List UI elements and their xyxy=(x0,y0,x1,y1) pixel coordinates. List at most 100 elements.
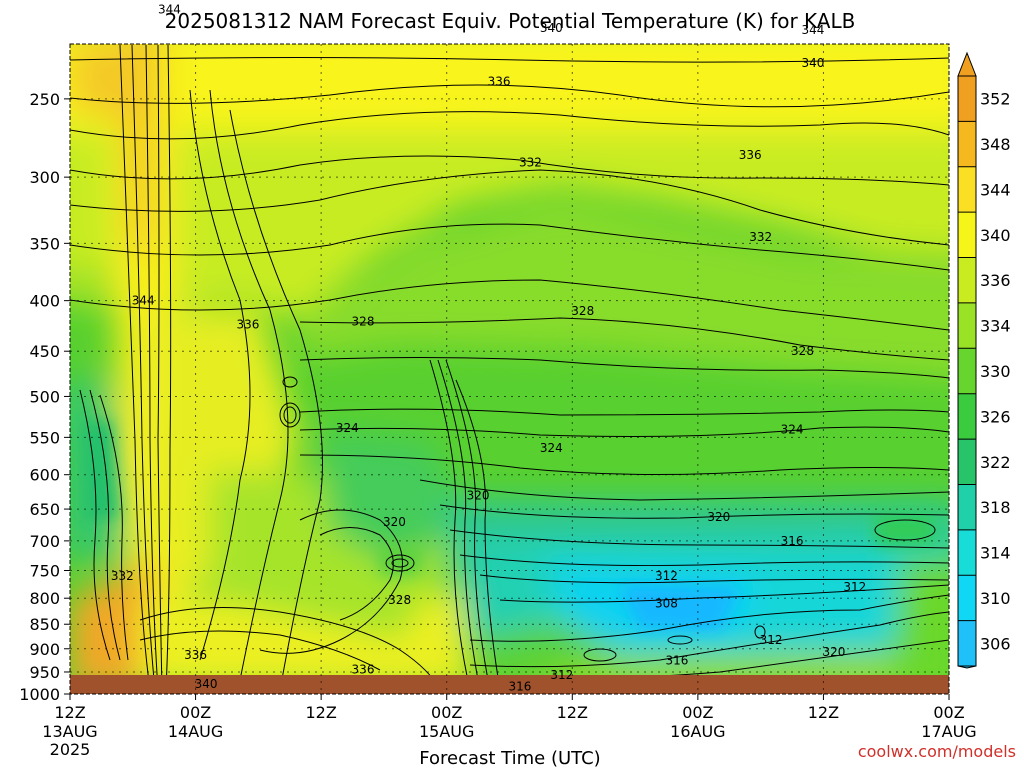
contour-label: 340 xyxy=(195,677,218,691)
y-tick-label: 750 xyxy=(29,562,60,581)
y-tick-label: 800 xyxy=(29,589,60,608)
contour-label: 336 xyxy=(488,74,511,88)
contour-label: 316 xyxy=(509,680,532,694)
y-tick-label: 1000 xyxy=(19,685,60,704)
x-tick-label: 12Z xyxy=(557,703,588,722)
colorbar-bottom-arrow xyxy=(957,665,977,669)
contour-label: 324 xyxy=(781,422,804,436)
credit-text: coolwx.com/models xyxy=(858,742,1016,761)
x-tick-label: 00Z xyxy=(933,703,964,722)
x-tick-label: 12Z xyxy=(305,703,336,722)
colorbar-label: 330 xyxy=(980,362,1011,381)
plot-frame xyxy=(69,43,950,695)
colorbar-swatch xyxy=(958,212,976,259)
colorbar-label: 344 xyxy=(980,180,1011,199)
y-tick-label: 700 xyxy=(29,532,60,551)
y-tick-label: 650 xyxy=(29,500,60,519)
y-tick-label: 450 xyxy=(29,342,60,361)
contour-label: 332 xyxy=(749,230,772,244)
colorbar-label: 310 xyxy=(980,589,1011,608)
colorbar-swatch xyxy=(958,484,976,531)
colorbar-label: 336 xyxy=(980,271,1011,290)
y-tick-label: 600 xyxy=(29,466,60,485)
x-tick-date: 17AUG xyxy=(921,722,976,741)
y-tick-label: 400 xyxy=(29,292,60,311)
contour-label: 344 xyxy=(802,23,825,37)
contour-label: 324 xyxy=(540,441,563,455)
contour-label: 336 xyxy=(739,148,762,162)
y-tick-label: 950 xyxy=(29,663,60,682)
y-tick-label: 850 xyxy=(29,615,60,634)
x-axis-title: Forecast Time (UTC) xyxy=(419,748,600,768)
x-tick-label: 00Z xyxy=(431,703,462,722)
contour-label: 312 xyxy=(760,633,783,647)
ground-strip xyxy=(70,675,949,694)
colorbar-label: 352 xyxy=(980,90,1011,109)
y-tick-label: 500 xyxy=(29,387,60,406)
colorbar-swatch xyxy=(958,257,976,304)
contour-label-layer: 344 340 344 340 336 336 332 332 344 336 328 328 328 3… xyxy=(111,2,866,694)
colorbar-label: 326 xyxy=(980,407,1011,426)
x-tick-date: 15AUG xyxy=(419,722,474,741)
contour-label: 312 xyxy=(550,668,573,682)
colorbar-swatch xyxy=(958,393,976,440)
contour-label: 312 xyxy=(655,569,678,583)
colorbar-label: 348 xyxy=(980,135,1011,154)
contour-label: 316 xyxy=(665,654,688,668)
x-tick-label: 00Z xyxy=(682,703,713,722)
colorbar-swatch xyxy=(958,121,976,168)
colorbar-swatch xyxy=(958,302,976,349)
colorbar-label: 318 xyxy=(980,498,1011,517)
colorbar-swatch xyxy=(958,439,976,485)
y-tick-label: 250 xyxy=(29,90,60,109)
colorbar-swatch xyxy=(958,575,976,622)
contour-label: 328 xyxy=(571,304,594,318)
contour-label: 320 xyxy=(822,645,845,659)
contour-label: 316 xyxy=(781,534,804,548)
contour-label: 328 xyxy=(388,593,411,607)
colorbar-label: 340 xyxy=(980,226,1011,245)
colorbar: 352 348 344 340 336 334 330 326 322 318 314 310 306 xyxy=(957,51,1011,669)
contour-label: 312 xyxy=(843,580,866,594)
colorbar-swatch xyxy=(958,76,976,122)
x-tick-label: 00Z xyxy=(180,703,211,722)
contour-label: 340 xyxy=(540,21,563,35)
contour-label: 336 xyxy=(236,318,259,332)
contour-label: 332 xyxy=(519,156,542,170)
contour-label: 308 xyxy=(655,597,678,611)
contour-label: 320 xyxy=(707,510,730,524)
contour-label: 320 xyxy=(383,515,406,529)
y-tick-label: 350 xyxy=(29,234,60,253)
colorbar-swatch xyxy=(958,620,976,667)
contour-label: 320 xyxy=(467,489,490,503)
contour-label: 340 xyxy=(802,56,825,70)
colorbar-label: 306 xyxy=(980,634,1011,653)
contour-label: 336 xyxy=(184,648,207,662)
colorbar-swatch xyxy=(958,348,976,395)
y-tick-label: 550 xyxy=(29,428,60,447)
contour-label: 344 xyxy=(132,294,155,308)
contour-label: 344 xyxy=(158,2,181,16)
contour-label: 336 xyxy=(352,663,375,677)
colorbar-swatch xyxy=(958,529,976,576)
colorbar-swatch xyxy=(958,166,976,213)
x-tick-label: 12Z xyxy=(808,703,839,722)
y-tick-label: 300 xyxy=(29,168,60,187)
x-tick-label: 12Z xyxy=(54,703,85,722)
y-axis: 250 300 350 400 450 500 550 600 650 700 750 800 850 9… xyxy=(19,90,70,704)
contour-label: 324 xyxy=(336,421,359,435)
x-tick-date: 14AUG xyxy=(168,722,223,741)
contour-label: 332 xyxy=(111,569,134,583)
contour-label: 328 xyxy=(352,315,375,329)
x-tick-date: 13AUG xyxy=(42,722,97,741)
y-tick-label: 900 xyxy=(29,640,60,659)
field-layer xyxy=(70,44,949,694)
colorbar-top-arrow xyxy=(957,51,977,77)
colorbar-label: 314 xyxy=(980,544,1011,563)
chart-title: 2025081312 NAM Forecast Equiv. Potential… xyxy=(165,9,856,33)
x-tick-date: 16AUG xyxy=(670,722,725,741)
contour-label: 328 xyxy=(791,344,814,358)
colorbar-label: 322 xyxy=(980,453,1011,472)
